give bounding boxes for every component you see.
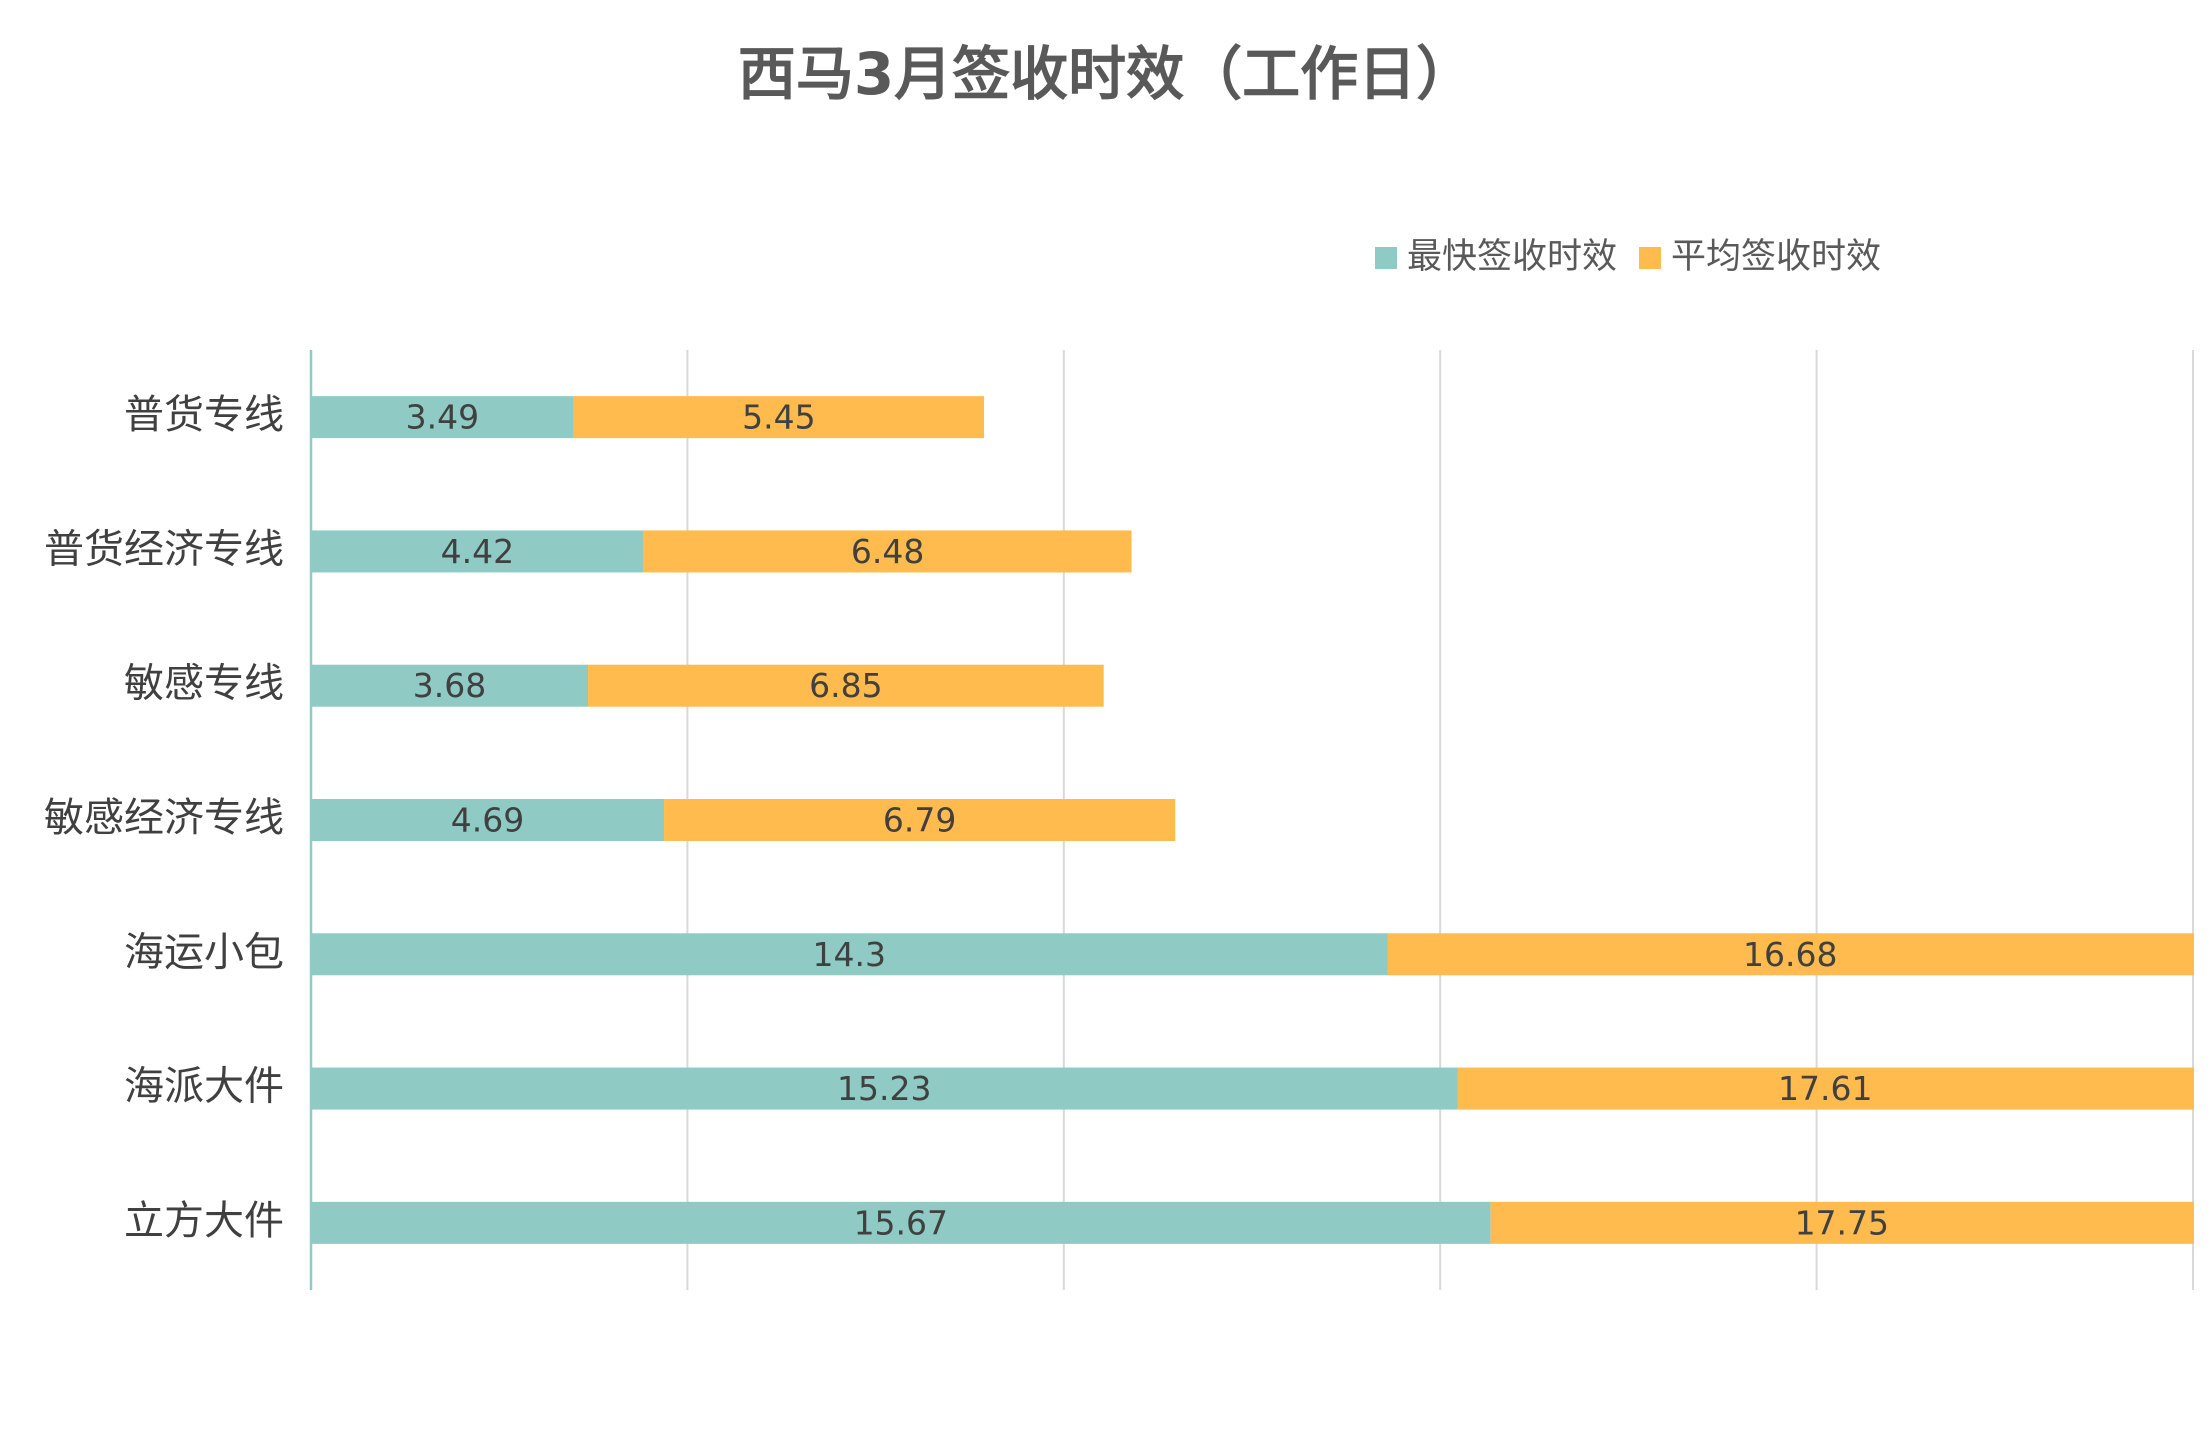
data-label: 4.42 — [441, 532, 514, 571]
y-tick-label: 敏感经济专线 — [44, 795, 284, 841]
bar-segment — [588, 664, 1104, 707]
bar-segment — [1457, 1067, 2194, 1110]
data-label: 16.68 — [1743, 935, 1837, 974]
data-label: 6.79 — [883, 801, 956, 840]
data-label: 17.61 — [1778, 1069, 1872, 1108]
bar-segment — [311, 1067, 1458, 1110]
y-tick-label: 立方大件 — [124, 1198, 284, 1244]
bar-segment — [311, 933, 1388, 976]
chart-title: 西马3月签收时效（工作日） — [738, 40, 1474, 108]
data-label: 3.49 — [406, 398, 479, 437]
bar-segment — [311, 1201, 1491, 1244]
bar-segment — [1387, 933, 2194, 976]
legend-label: 最快签收时效 — [1407, 237, 1617, 277]
bar-segment — [1490, 1201, 2194, 1244]
data-label: 4.69 — [451, 801, 524, 840]
data-label: 17.75 — [1795, 1203, 1889, 1242]
y-tick-label: 海派大件 — [124, 1064, 284, 1110]
labels: 普货专线 3.49 5.45 普货经济专线 4.42 6.48 敏感专线 3.68 6.85 敏感… — [44, 237, 1889, 1244]
data-label: 14.3 — [813, 935, 886, 974]
legend-label: 平均签收时效 — [1671, 237, 1881, 277]
data-label: 15.23 — [837, 1069, 931, 1108]
y-tick-label: 普货专线 — [124, 392, 284, 438]
y-tick-label: 海运小包 — [124, 929, 284, 975]
data-label: 6.85 — [809, 666, 882, 705]
bar-segment — [311, 664, 589, 707]
bar-segment — [643, 530, 1132, 573]
data-label: 15.67 — [854, 1203, 948, 1242]
bars — [311, 396, 2194, 1244]
legend-swatch — [1639, 247, 1662, 269]
y-tick-label: 敏感专线 — [124, 661, 284, 707]
data-label: 6.48 — [851, 532, 924, 571]
data-label: 3.68 — [413, 666, 486, 705]
bar-segment — [311, 799, 665, 841]
data-label: 5.45 — [742, 398, 815, 437]
bar-segment — [664, 799, 1176, 841]
bar-segment — [311, 530, 644, 573]
y-tick-label: 普货经济专线 — [44, 526, 284, 572]
bar-segment — [573, 396, 985, 439]
legend-swatch — [1375, 247, 1397, 269]
bar-segment — [311, 396, 574, 439]
